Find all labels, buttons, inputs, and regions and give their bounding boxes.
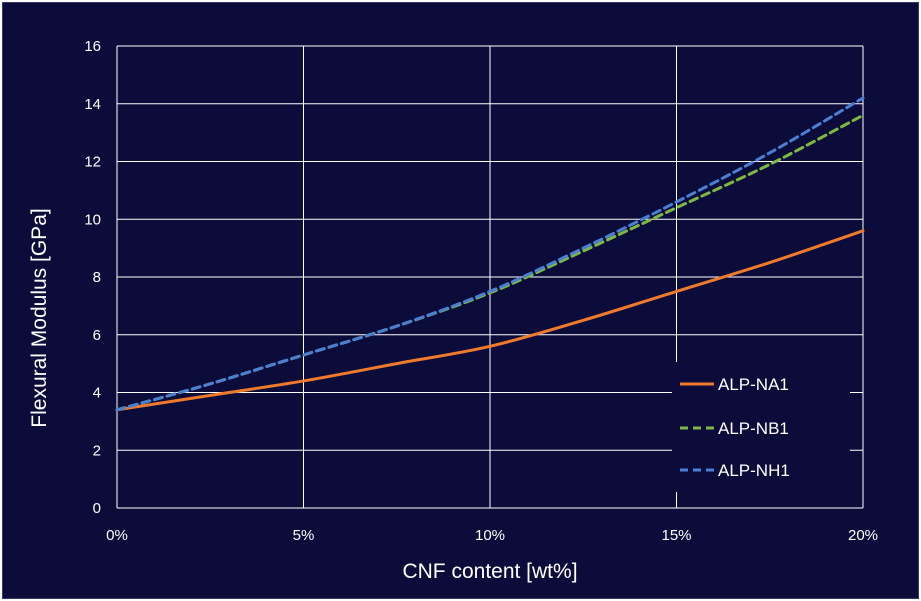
legend-label-alp-na1: ALP-NA1 <box>718 375 789 394</box>
x-axis-title: CNF content [wt%] <box>402 560 577 583</box>
legend: ALP-NA1 ALP-NB1 ALP-NH1 <box>672 362 850 492</box>
y-tick-label: 16 <box>84 38 101 55</box>
legend-label-alp-nb1: ALP-NB1 <box>718 419 789 438</box>
x-tick-label: 5% <box>293 527 315 544</box>
y-tick-label: 8 <box>93 269 101 286</box>
y-tick-label: 4 <box>93 385 101 402</box>
grid <box>116 45 864 509</box>
y-tick-label: 6 <box>93 327 101 344</box>
x-tick-label: 20% <box>848 527 878 544</box>
legend-label-alp-nh1: ALP-NH1 <box>718 461 790 480</box>
y-tick-label: 2 <box>93 442 101 459</box>
series-line-alp-nh1 <box>115 96 865 412</box>
y-tick-label: 0 <box>93 500 101 517</box>
series-line-alp-na1 <box>115 229 865 412</box>
y-tick-label: 12 <box>84 154 101 171</box>
x-tick-label: 0% <box>106 527 128 544</box>
x-tick-label: 10% <box>475 527 505 544</box>
x-tick-label: 15% <box>661 527 691 544</box>
tick-labels: 0 2 4 6 8 10 12 14 16 0% 5% 10% 15% 20% <box>84 38 878 544</box>
series-lines <box>115 96 865 412</box>
y-axis-title: Flexural Modulus [GPa] <box>28 208 51 427</box>
y-tick-label: 14 <box>84 96 101 113</box>
y-tick-label: 10 <box>84 211 101 228</box>
